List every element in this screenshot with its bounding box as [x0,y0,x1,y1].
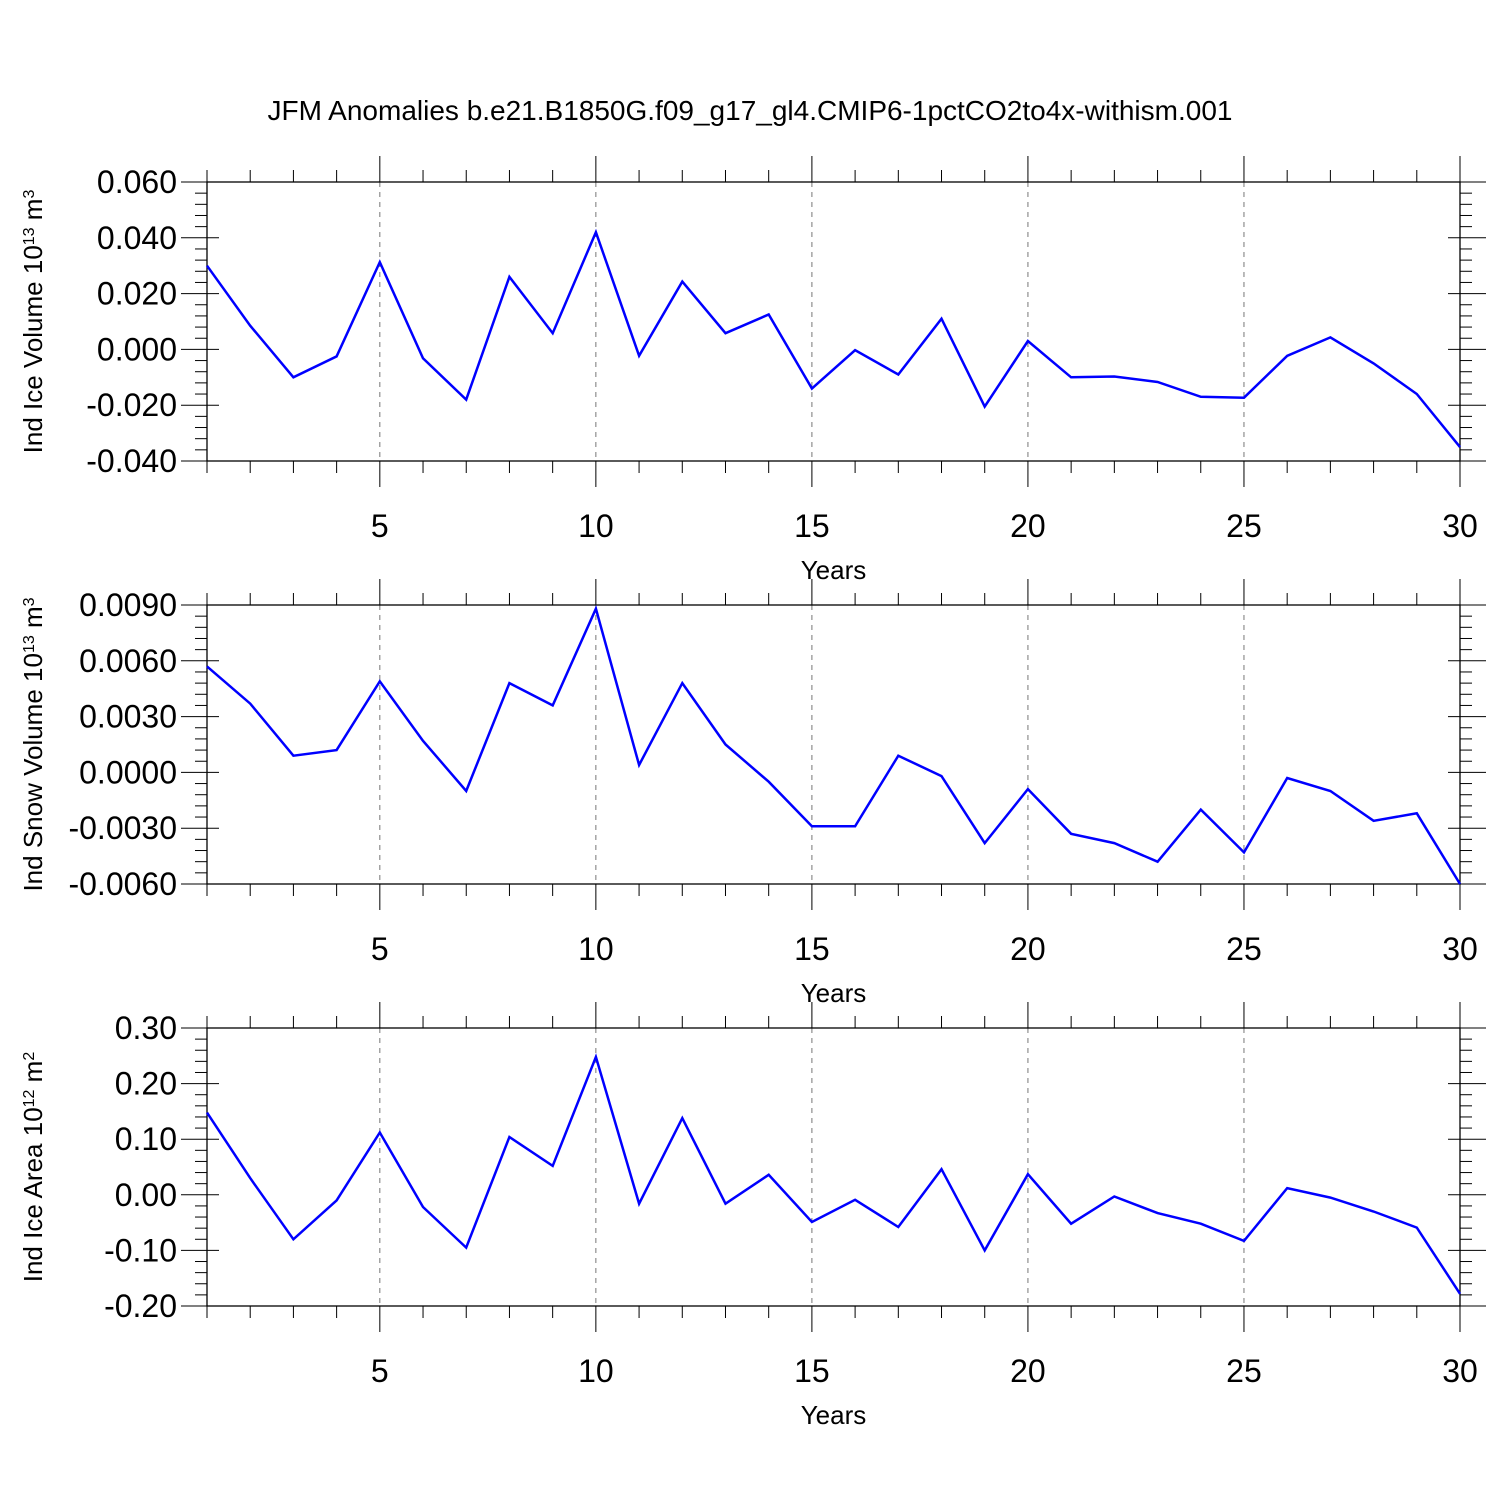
y-axis-label-text: m [18,199,48,228]
series-line [205,1053,1462,1295]
x-tick-label: 20 [1010,508,1046,544]
y-tick-label: 0.10 [115,1121,177,1157]
y-axis-label-superscript: 13 [21,635,38,653]
series-line [206,605,1462,885]
y-axis-label-superscript: 12 [21,1089,38,1107]
y-axis-label: Ind Snow Volume 1013 m3 [18,597,48,891]
y-tick-label: 0.00 [115,1177,177,1213]
y-tick-label: 0.0030 [79,699,177,735]
series-line [205,228,1461,448]
y-tick-label: 0.0060 [79,643,177,679]
y-tick-label: -0.20 [104,1288,177,1324]
x-tick-label: 15 [794,508,830,544]
y-axis-label-text: Ind Snow Volume 10 [18,653,48,892]
y-tick-label: 0.30 [115,1010,177,1046]
y-tick-label: 0.20 [115,1066,177,1102]
y-axis-label-text: m [18,1061,48,1090]
y-tick-label: -0.0030 [68,810,177,846]
y-tick-label: 0.0090 [79,587,177,623]
x-tick-label: 15 [794,1353,830,1389]
x-tick-label: 25 [1226,931,1262,967]
x-axis-label: Years [801,1400,867,1430]
x-tick-label: 30 [1442,931,1478,967]
y-tick-label: 0.020 [97,276,177,312]
y-tick-label: -0.040 [86,443,177,479]
y-axis-label-text: Ind Ice Area 10 [18,1107,48,1282]
plot-frame [206,181,1461,462]
x-tick-label: 10 [578,1353,614,1389]
plot-frame [206,1027,1461,1307]
x-tick-label: 30 [1442,508,1478,544]
y-axis-label-superscript: 3 [21,597,38,606]
x-tick-label: 25 [1226,1353,1262,1389]
figure-title: JFM Anomalies b.e21.B1850G.f09_g17_gl4.C… [268,95,1233,126]
plot-frame [206,604,1461,885]
x-tick-label: 5 [371,508,389,544]
chart-panel-1: -0.040 -0.020 0.000 0.020 0.040 0.060 5 10 15 20 2… [18,156,1486,585]
x-axis-label: Years [801,978,867,1008]
x-tick-label: 10 [578,508,614,544]
x-tick-label: 5 [371,1353,389,1389]
y-axis-label-superscript: 2 [21,1052,38,1061]
chart-panels: -0.040 -0.020 0.000 0.020 0.040 0.060 5 10 15 20 2… [18,156,1486,1430]
x-tick-label: 10 [578,931,614,967]
y-axis-label-text: m [18,606,48,635]
y-axis-label-superscript: 3 [21,190,38,199]
y-tick-label: 0.0000 [79,754,177,790]
y-axis-label-text: Ind Ice Volume 10 [18,245,48,453]
y-tick-label: 0.000 [97,331,177,367]
x-tick-label: 15 [794,931,830,967]
y-tick-label: 0.040 [97,220,177,256]
x-tick-label: 30 [1442,1353,1478,1389]
chart-panel-3: -0.20 -0.10 0.00 0.10 0.20 0.30 5 10 15 20 25 30 Yea… [18,1002,1486,1430]
y-axis-label-superscript: 13 [21,227,38,245]
y-tick-label: -0.10 [104,1232,177,1268]
chart-panel-2: -0.0060 -0.0030 0.0000 0.0030 0.0060 0.0090 5 1… [18,579,1486,1008]
x-tick-label: 25 [1226,508,1262,544]
x-axis-label: Years [801,555,867,585]
x-tick-label: 20 [1010,1353,1046,1389]
y-tick-label: -0.0060 [68,866,177,902]
y-tick-label: 0.060 [97,164,177,200]
y-tick-label: -0.020 [86,387,177,423]
y-axis-label: Ind Ice Volume 1013 m3 [18,190,48,454]
x-tick-label: 20 [1010,931,1046,967]
x-tick-label: 5 [371,931,389,967]
y-axis-label: Ind Ice Area 1012 m2 [18,1052,48,1283]
